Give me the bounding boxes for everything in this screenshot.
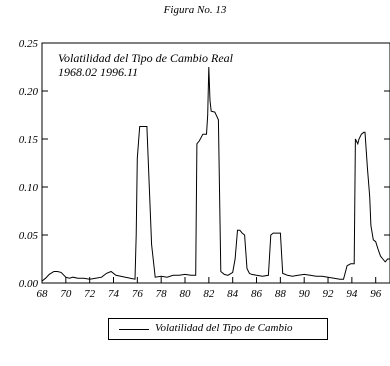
series-layer bbox=[41, 66, 390, 282]
y-tick-label: 0.05 bbox=[19, 230, 39, 242]
plot-frame bbox=[41, 42, 390, 284]
x-tick-label: 76 bbox=[132, 288, 144, 300]
series-line bbox=[41, 66, 390, 282]
x-tick-label: 78 bbox=[156, 288, 168, 300]
x-tick-label: 86 bbox=[251, 288, 263, 300]
y-tick-label: 0.00 bbox=[19, 278, 39, 290]
x-tick-label: 80 bbox=[180, 288, 192, 300]
x-tick-label: 96 bbox=[370, 288, 382, 300]
y-axis: 0.00 0.05 0.10 0.15 0.20 0.25 bbox=[19, 38, 390, 290]
y-tick-label: 0.20 bbox=[19, 86, 39, 98]
y-tick-label: 0.25 bbox=[19, 38, 39, 50]
x-axis: 68 70 72 74 76 78 80 82 84 86 88 90 92 94 96 bbox=[37, 277, 382, 300]
x-tick-label: 94 bbox=[346, 288, 358, 300]
x-tick-label: 68 bbox=[37, 288, 49, 300]
legend: Volatilidad del Tipo de Cambio bbox=[108, 318, 328, 340]
x-tick-label: 92 bbox=[323, 288, 335, 300]
x-tick-label: 70 bbox=[60, 288, 72, 300]
annotation-title: Volatilidad del Tipo de Cambio Real bbox=[58, 51, 234, 65]
x-tick-label: 84 bbox=[227, 288, 239, 300]
y-tick-label: 0.10 bbox=[19, 182, 39, 194]
x-tick-label: 82 bbox=[203, 288, 215, 300]
x-tick-label: 72 bbox=[84, 288, 96, 300]
y-tick-label: 0.15 bbox=[19, 134, 39, 146]
x-tick-label: 88 bbox=[275, 288, 287, 300]
annotation-period: 1968.02 1996.11 bbox=[58, 65, 138, 79]
x-tick-label: 90 bbox=[299, 288, 311, 300]
legend-label: Volatilidad del Tipo de Cambio bbox=[155, 322, 293, 334]
legend-swatch bbox=[119, 329, 149, 330]
x-tick-label: 74 bbox=[108, 288, 120, 300]
figure-title: Figura No. 13 bbox=[163, 4, 227, 16]
